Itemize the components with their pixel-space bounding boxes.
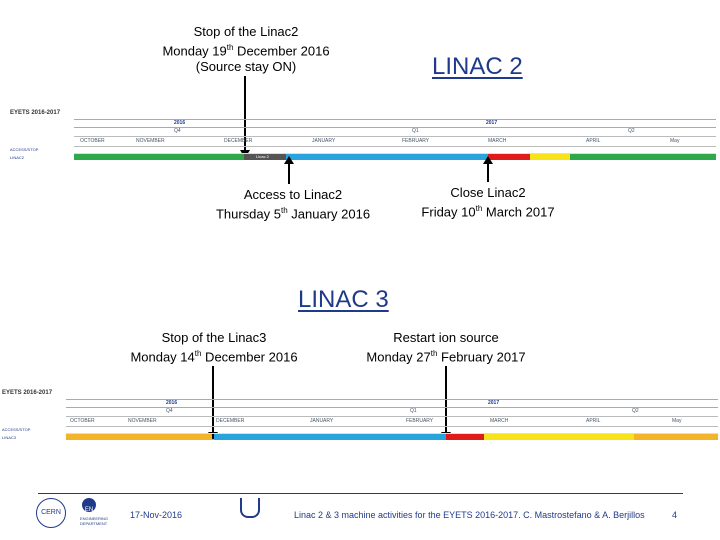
page-number: 4 (672, 510, 678, 520)
linac2-stop-line3: (Source stay ON) (195, 59, 297, 75)
linac3-timeline: EYETS 2016-2017 2016 2017 Q4 Q1 Q2 OCTOB… (0, 385, 720, 445)
linac2-quarter-row: Q4 Q1 Q2 (74, 127, 716, 136)
linac3-month-row: OCTOBER NOVEMBER DECEMBER JANUARY FEBRUA… (66, 416, 718, 427)
linac3-stop-arrow (208, 366, 218, 440)
linac2-row1-label: ACCESS/STOP (10, 147, 39, 152)
linac2-month-row: OCTOBER NOVEMBER DECEMBER JANUARY FEBRUA… (74, 136, 716, 147)
linac2-bar-stop: Linac 2 (244, 154, 286, 160)
footer-divider (38, 493, 683, 494)
linac2-year-row: 2016 2017 (74, 119, 716, 128)
linac2-timeline-header: EYETS 2016-2017 (10, 110, 61, 116)
linac3-bar-orange-2 (634, 434, 718, 440)
linac2-stop-line1: Stop of the Linac2 (193, 24, 299, 39)
linac2-title: LINAC 2 (432, 53, 523, 80)
footer-date: 17-Nov-2016 (130, 510, 183, 520)
linac2-bar-green-2 (570, 154, 716, 160)
linac3-year-row: 2016 2017 (66, 399, 718, 408)
linac3-bar-blue (214, 434, 446, 440)
linac2-timeline: EYETS 2016-2017 2016 2017 Q4 Q1 Q2 OCTOB… (0, 105, 720, 165)
linac2-close-caption: Close Linac2 Friday 10th March 2017 (421, 185, 555, 220)
linac2-week-row (74, 146, 716, 154)
linac3-restart-caption: Restart ion source Monday 27th February … (366, 330, 526, 365)
university-logo-icon (240, 498, 260, 518)
linac2-bar-red (488, 154, 530, 160)
linac2-access-arrow (284, 156, 294, 184)
footer-text: Linac 2 & 3 machine activities for the E… (294, 510, 645, 520)
linac2-stop-line2: Monday 19th December 2016 (162, 43, 330, 59)
linac2-stop-caption: Stop of the Linac2 Monday 19th December … (140, 24, 352, 75)
linac3-bar-yellow (484, 434, 634, 440)
linac2-bar-green-1 (74, 154, 244, 160)
linac2-bar-yellow (530, 154, 570, 160)
linac2-row2-label: LINAC2 (10, 155, 25, 160)
linac2-access-caption: Access to Linac2 Thursday 5th January 20… (215, 187, 371, 222)
linac3-stop-caption: Stop of the Linac3 Monday 14th December … (130, 330, 298, 365)
linac3-timeline-header: EYETS 2016-2017 (2, 390, 53, 396)
en-dept-label: ENGINEERING DEPARTMENT (80, 516, 109, 526)
linac3-quarter-row: Q4 Q1 Q2 (66, 407, 718, 416)
linac2-bar-blue (286, 154, 488, 160)
en-logo: EN (82, 498, 96, 513)
linac3-row1-label: ACCESS/STOP (2, 427, 31, 432)
linac3-row2-label: LINAC3 (2, 435, 17, 440)
linac3-title: LINAC 3 (298, 286, 389, 313)
cern-logo: CERN (36, 498, 66, 528)
linac3-bar-orange-1 (66, 434, 212, 440)
linac3-bar-red (446, 434, 484, 440)
linac2-close-arrow (483, 156, 493, 182)
linac3-week-row (66, 426, 718, 434)
